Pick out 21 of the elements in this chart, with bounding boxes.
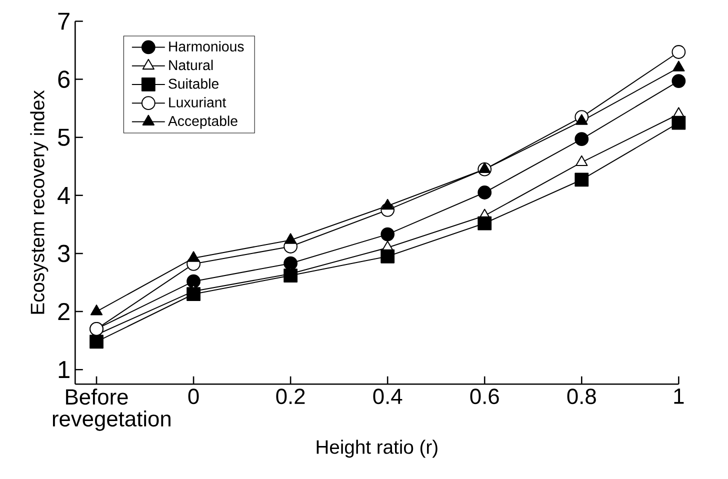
legend-label: Natural [169, 60, 213, 70]
y-tick-label: 7 [58, 12, 70, 30]
x-tick-label: 1 [674, 388, 684, 404]
y-tick-label: 2 [58, 303, 70, 320]
x-tick-label: 0.8 [567, 388, 596, 404]
x-tick-label: 0 [188, 388, 199, 404]
x-axis-title: Height ratio (r) [316, 440, 438, 458]
x-tick-label: 0.4 [373, 388, 402, 404]
y-tick-label: 6 [58, 70, 70, 88]
x-tick-label: Before revegetation [52, 388, 170, 432]
legend-label: Suitable [168, 78, 218, 89]
y-tick-label: 4 [58, 187, 70, 204]
y-tick-label: 5 [58, 128, 70, 146]
y-tick-label: 1 [58, 361, 70, 378]
x-tick-label: 0.6 [470, 388, 499, 404]
y-axis-title: Ecosystem recovery index [30, 90, 48, 314]
x-tick-label: 0.2 [276, 388, 305, 404]
legend-label: Harmonious [169, 41, 244, 52]
y-tick-label: 3 [58, 244, 70, 262]
legend-label: Acceptable [168, 116, 238, 129]
legend-label: Luxuriant [169, 97, 226, 108]
